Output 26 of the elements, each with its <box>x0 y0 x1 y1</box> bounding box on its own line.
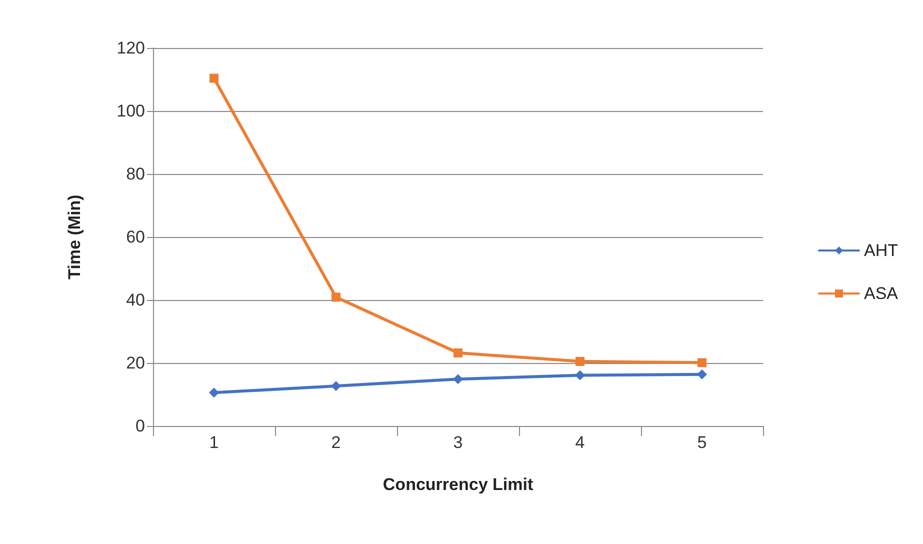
y-tick-label: 20 <box>126 354 145 372</box>
y-axis-title: Time (Min) <box>65 194 84 280</box>
point <box>210 74 218 83</box>
x-tick-label: 4 <box>575 433 585 452</box>
point <box>454 348 462 358</box>
y-tick-label: 120 <box>116 38 145 58</box>
point <box>453 374 463 384</box>
x-tick-label: 3 <box>453 433 463 452</box>
x-tick-label: 2 <box>331 433 341 452</box>
point <box>209 388 219 398</box>
point <box>331 380 341 391</box>
point <box>698 358 706 368</box>
point <box>575 370 585 380</box>
y-tick-label: 0 <box>136 416 145 436</box>
x-tick-label: 1 <box>209 433 219 452</box>
point <box>332 292 340 302</box>
point <box>697 369 707 380</box>
x-axis-title: Concurrency Limit <box>382 475 534 494</box>
point <box>576 356 584 366</box>
legend-label: AHT <box>864 241 898 260</box>
y-tick-label: 60 <box>126 228 145 246</box>
x-tick-label: 5 <box>697 433 707 452</box>
legend-label: ASA <box>864 284 899 303</box>
y-tick-label: 80 <box>126 164 145 184</box>
y-tick-label: 100 <box>116 102 145 120</box>
y-tick-label: 40 <box>126 290 145 310</box>
